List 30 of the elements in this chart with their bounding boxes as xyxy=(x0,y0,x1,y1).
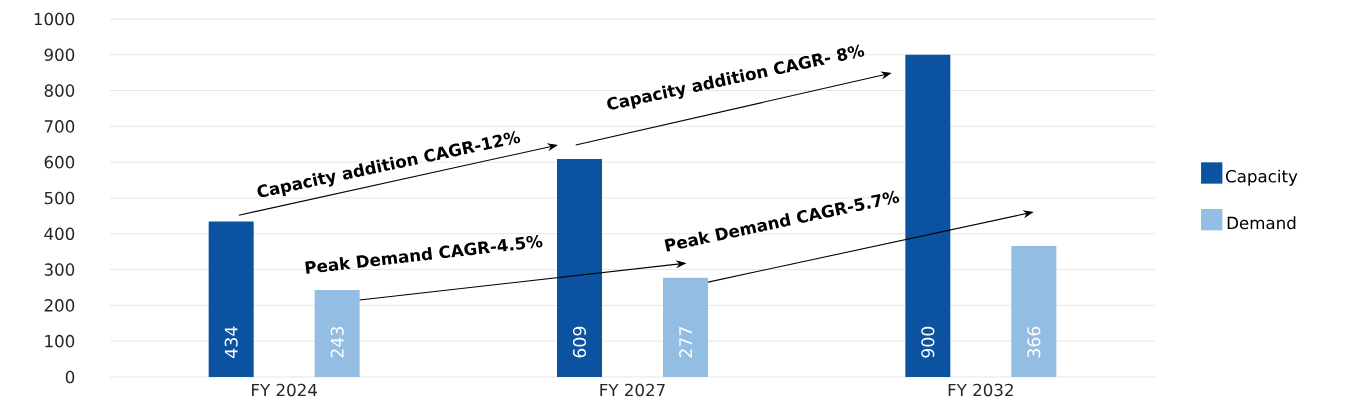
bar xyxy=(1011,245,1057,377)
x-tick-label: FY 2032 xyxy=(948,383,1013,397)
annotation: Peak Demand CAGR-4.5% xyxy=(305,234,543,274)
data-label: 434 xyxy=(224,326,238,358)
bar xyxy=(905,54,951,377)
y-tick-label: 300 xyxy=(44,263,75,276)
bar xyxy=(314,289,360,377)
y-tick-label: 800 xyxy=(44,84,75,97)
y-tick-label: 900 xyxy=(44,48,75,62)
y-tick-label: 600 xyxy=(44,155,75,169)
y-tick-label: 200 xyxy=(44,299,75,312)
data-label: 900 xyxy=(921,326,935,358)
bar xyxy=(663,277,709,377)
y-tick-label: 500 xyxy=(44,191,75,205)
y-tick-label: 1000 xyxy=(34,12,75,26)
y-tick-label: 100 xyxy=(45,334,75,348)
data-label: 609 xyxy=(572,326,587,358)
x-tick-label: FY 2024 xyxy=(252,383,317,397)
data-label: 243 xyxy=(330,327,344,358)
y-tick-label: 400 xyxy=(44,227,75,241)
legend-label: Demand xyxy=(1227,216,1296,230)
y-tick-label: 0 xyxy=(65,370,75,384)
data-label: 277 xyxy=(679,327,692,358)
annotation: Capacity addition CAGR- 8% xyxy=(607,44,865,110)
y-tick-label: 700 xyxy=(44,120,75,133)
data-label: 366 xyxy=(1027,326,1041,358)
bar xyxy=(557,158,603,377)
bar xyxy=(208,221,254,377)
x-tick-label: FY 2027 xyxy=(600,383,665,397)
legend-label: Capacity xyxy=(1226,169,1298,186)
